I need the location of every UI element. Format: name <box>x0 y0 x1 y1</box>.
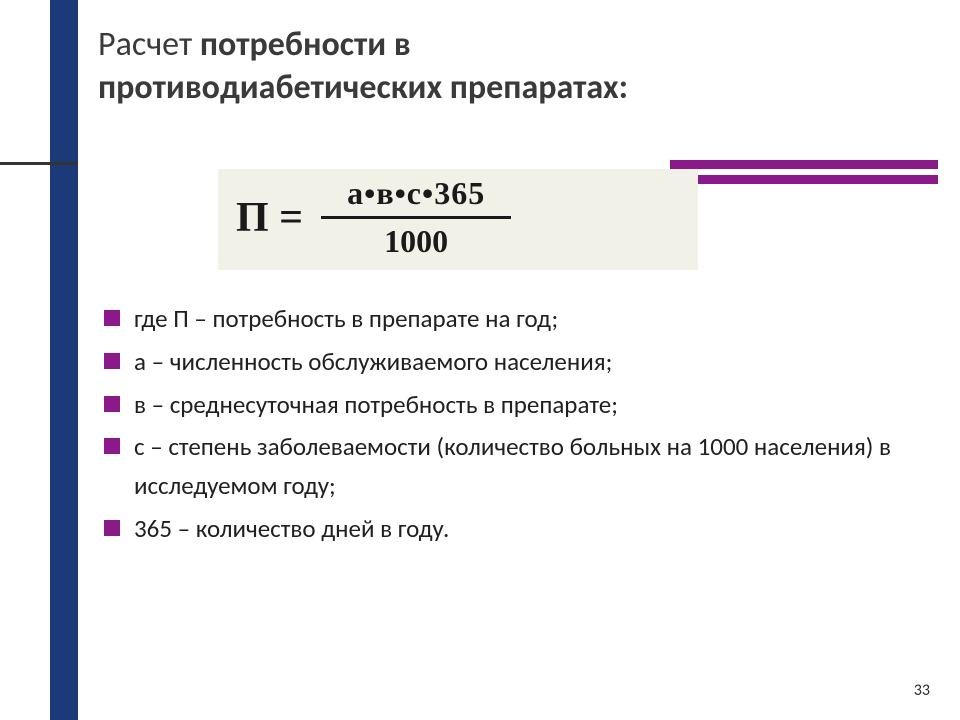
formula-numerator: а•в•с•365 <box>321 175 511 219</box>
short-horizontal-rule <box>0 162 78 165</box>
list-item: с – степень заболеваемости (количество б… <box>98 428 938 506</box>
formula-block: П = а•в•с•365 1000 <box>218 169 698 270</box>
slide-title: Расчет потребности в противодиабетически… <box>98 24 938 109</box>
page-number: 33 <box>914 681 930 700</box>
list-item: в – среднесуточная потребность в препара… <box>98 386 938 425</box>
title-prefix: Расчет <box>98 24 200 65</box>
left-accent-band <box>50 0 78 720</box>
list-item: 365 – количество дней в году. <box>98 510 938 549</box>
formula-denominator: 1000 <box>321 219 511 260</box>
list-item-text: а – численность обслуживаемого населения… <box>134 346 612 377</box>
formula-lhs: П = <box>236 194 321 242</box>
slide-content: Расчет потребности в противодиабетически… <box>98 24 938 553</box>
list-item-text: 365 – количество дней в году. <box>134 513 449 544</box>
title-bold-2: противодиабетических препаратах: <box>98 67 628 108</box>
list-item: где П – потребность в препарате на год; <box>98 300 938 339</box>
list-item: а – численность обслуживаемого населения… <box>98 343 938 382</box>
list-item-text: где П – потребность в препарате на год; <box>134 303 558 334</box>
title-bold-1: потребности в <box>200 24 411 65</box>
list-item-text: в – среднесуточная потребность в препара… <box>134 389 618 420</box>
formula-fraction: а•в•с•365 1000 <box>321 175 511 260</box>
definition-list: где П – потребность в препарате на год; … <box>98 300 938 549</box>
list-item-text: с – степень заболеваемости (количество б… <box>134 431 891 501</box>
